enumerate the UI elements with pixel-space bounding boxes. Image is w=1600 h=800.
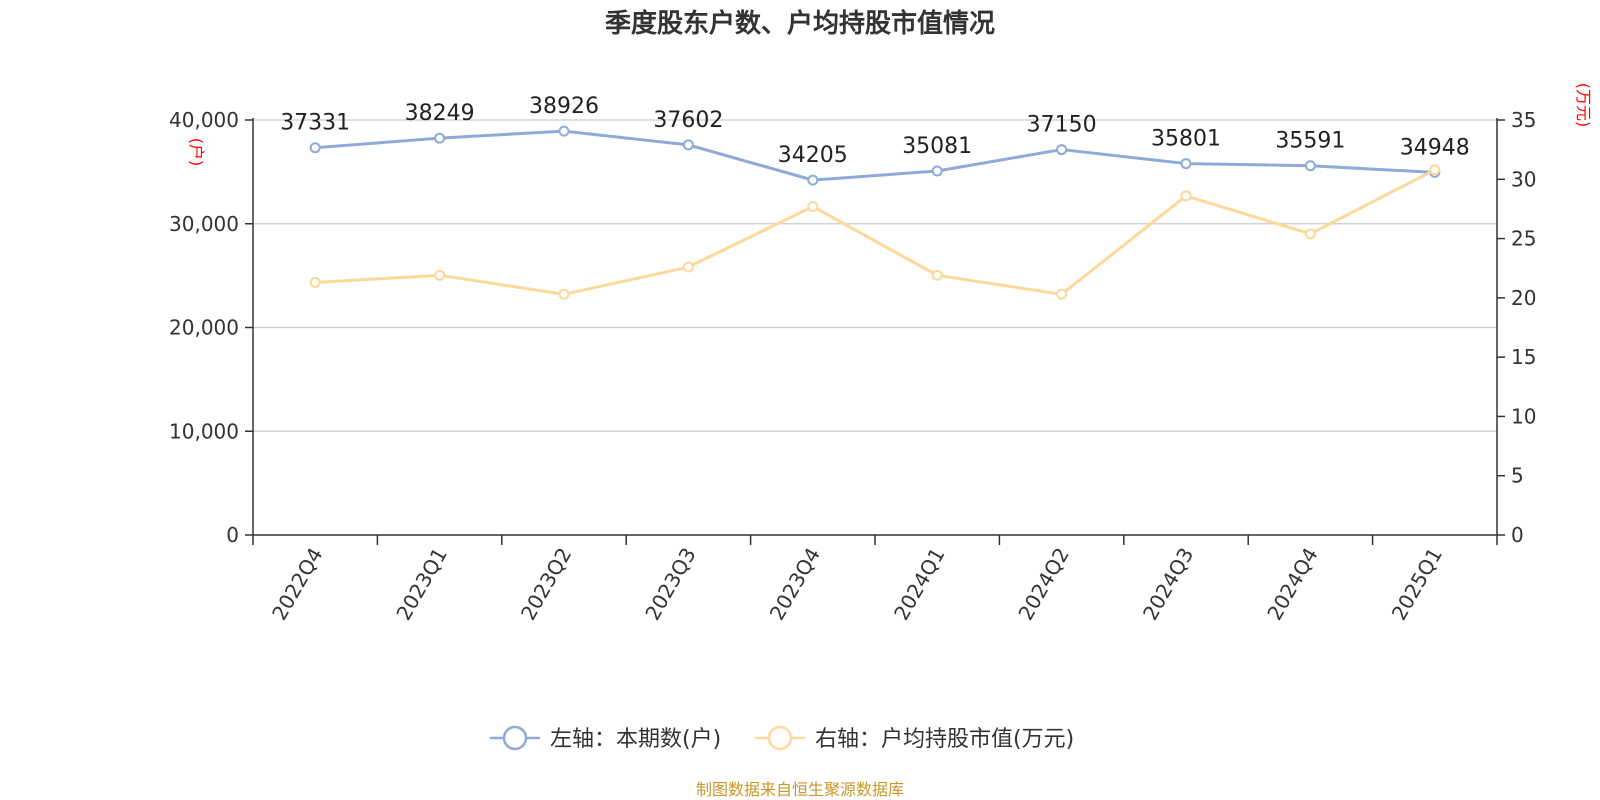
y-left-unit: (户) [187,138,206,167]
data-label: 35591 [1275,129,1345,154]
y-right-tick-label: 15 [1511,345,1536,369]
x-tick-label: 2023Q1 [391,544,451,625]
y-right-tick-label: 5 [1511,464,1524,488]
chart-title: 季度股东户数、户均持股市值情况 [605,8,995,39]
y-right-tick-label: 0 [1511,523,1524,547]
data-point-avg-value [1304,228,1316,240]
grid-lines [253,119,1497,432]
data-point-avg-value [309,276,321,288]
axes: 0 10,000 20,000 30,000 40,000 0 5 10 15 20 25 30 35 (… [169,83,1593,624]
y-left-tick-label: 0 [226,523,239,547]
legend-circle-icon [767,725,793,751]
data-label: 37331 [280,111,350,136]
x-tick-label: 2024Q4 [1262,544,1322,625]
data-point-holders [309,142,321,154]
data-label: 35801 [1151,127,1221,152]
legend-item-left-series[interactable]: 左轴：本期数(户) [490,725,721,752]
data-point-avg-value [1056,288,1068,300]
y-right-tick-label: 20 [1511,286,1536,310]
x-tick-label: 2023Q3 [640,544,700,625]
x-tick-label: 2024Q1 [889,543,949,624]
y-right-unit: (万元) [1574,83,1593,128]
data-point-holders [1056,144,1068,156]
data-point-holders [1304,160,1316,172]
y-right-tick-label: 25 [1511,227,1536,251]
data-label: 38926 [529,94,599,119]
data-source-note: 制图数据来自恒生聚源数据库 [696,780,904,799]
y-left-tick-label: 20,000 [169,316,239,340]
legend-circle-icon [502,725,528,751]
data-point-avg-value [807,201,819,213]
y-right-tick-label: 30 [1511,167,1536,191]
data-point-holders [807,174,819,186]
data-point-holders [558,125,570,137]
data-point-avg-value [682,261,694,273]
y-left-tick-label: 40,000 [169,108,239,132]
data-point-holders [682,139,694,151]
y-left-tick-label: 30,000 [169,212,239,236]
series-lines [309,125,1441,300]
data-label: 38249 [405,101,475,126]
x-tick-label: 2023Q2 [516,544,576,625]
legend[interactable]: 左轴：本期数(户) 右轴：户均持股市值(万元) [490,725,1074,752]
data-point-avg-value [434,269,446,281]
legend-item-right-series[interactable]: 右轴：户均持股市值(万元) [755,725,1074,752]
series-line-holders [315,129,1435,182]
data-labels: 37331 38249 38926 37602 34205 35081 37150 35801… [280,94,1470,168]
legend-label-right-series: 右轴：户均持股市值(万元) [815,727,1074,752]
data-point-holders [931,165,943,177]
data-point-avg-value [931,269,943,281]
y-right-tick-label: 10 [1511,404,1536,428]
x-tick-label: 2023Q4 [765,544,825,625]
x-tick-label: 2024Q3 [1138,544,1198,625]
data-label: 34948 [1400,135,1470,160]
legend-label-left-series: 左轴：本期数(户) [550,727,721,752]
y-right-tick-label: 35 [1511,108,1536,132]
data-point-holders [434,132,446,144]
y-left-tick-label: 10,000 [169,419,239,443]
data-point-avg-value [558,288,570,300]
data-point-holders [1180,158,1192,170]
x-tick-label: 2025Q1 [1387,544,1447,625]
data-point-avg-value [1180,190,1192,202]
data-point-avg-value [1429,164,1441,176]
data-label: 35081 [902,134,972,159]
data-label: 37602 [653,108,723,133]
data-label: 37150 [1027,113,1097,138]
series-line-avg-value [315,168,1436,296]
x-tick-label: 2022Q4 [267,544,327,625]
data-label: 34205 [778,143,848,168]
x-tick-label: 2024Q2 [1013,544,1073,625]
